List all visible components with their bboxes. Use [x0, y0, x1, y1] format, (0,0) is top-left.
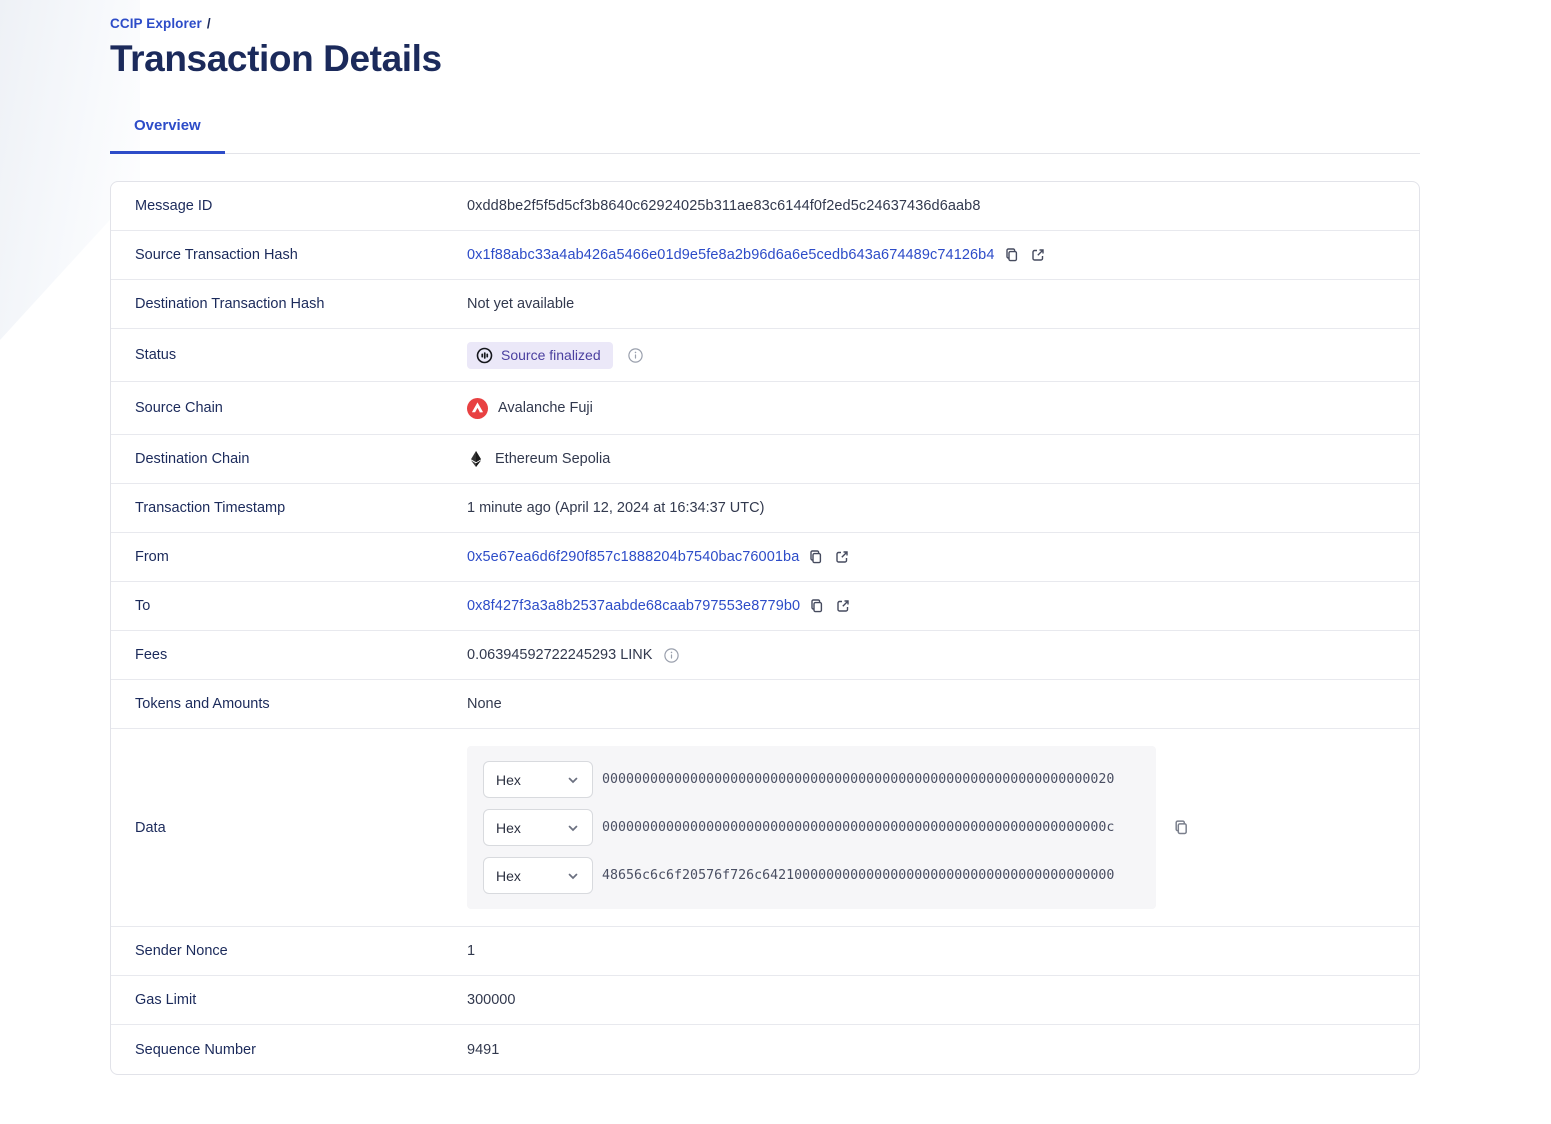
hex-format-select[interactable]: Hex	[483, 857, 593, 894]
sender-nonce-value: 1	[467, 943, 476, 959]
field-label: Sequence Number	[135, 1041, 256, 1058]
source-tx-hash-link[interactable]: 0x1f88abc33a4ab426a5466e01d9e5fe8a2b96d6…	[467, 247, 995, 263]
status-badge-label: Source finalized	[501, 347, 601, 363]
row-tokens-and-amounts: Tokens and Amounts None	[111, 680, 1419, 729]
field-label: Tokens and Amounts	[135, 696, 270, 712]
hex-format-select[interactable]: Hex	[483, 761, 593, 798]
from-address-link[interactable]: 0x5e67ea6d6f290f857c1888204b7540bac76001…	[467, 549, 800, 565]
row-source-tx-hash: Source Transaction Hash 0x1f88abc33a4ab4…	[111, 231, 1419, 280]
hex-data-value: 0000000000000000000000000000000000000000…	[602, 772, 1115, 787]
external-link-icon[interactable]	[833, 548, 851, 566]
row-transaction-timestamp: Transaction Timestamp 1 minute ago (Apri…	[111, 484, 1419, 533]
hex-format-label: Hex	[496, 819, 521, 836]
tab-overview[interactable]: Overview	[110, 117, 225, 154]
row-gas-limit: Gas Limit 300000	[111, 976, 1419, 1025]
field-label: From	[135, 549, 169, 565]
sequence-number-value: 9491	[467, 1041, 500, 1058]
destination-tx-hash-value: Not yet available	[467, 296, 575, 312]
hex-format-select[interactable]: Hex	[483, 809, 593, 846]
hex-data-value: 48656c6c6f20576f726c64210000000000000000…	[602, 868, 1115, 883]
copy-icon[interactable]	[1172, 819, 1190, 837]
hex-data-value: 0000000000000000000000000000000000000000…	[602, 820, 1115, 835]
field-label: Transaction Timestamp	[135, 500, 286, 516]
data-hex-row: Hex 48656c6c6f20576f726c6421000000000000…	[483, 857, 1140, 894]
row-from: From 0x5e67ea6d6f290f857c1888204b7540bac…	[111, 533, 1419, 582]
info-icon[interactable]	[627, 346, 645, 364]
row-status: Status Source finalized	[111, 329, 1419, 382]
field-label: Source Transaction Hash	[135, 247, 298, 263]
page-container: CCIP Explorer / Transaction Details Overv…	[110, 0, 1420, 1075]
page-title: Transaction Details	[110, 38, 442, 79]
row-message-id: Message ID 0xdd8be2f5f5d5cf3b8640c629240…	[111, 182, 1419, 231]
destination-chain-name: Ethereum Sepolia	[495, 451, 611, 467]
row-data: Data Hex 0000000000000000000000000000000…	[111, 729, 1419, 927]
ethereum-logo	[467, 450, 485, 468]
external-link-icon[interactable]	[1029, 246, 1047, 264]
copy-icon[interactable]	[808, 597, 826, 615]
gas-limit-value: 300000	[467, 992, 516, 1008]
row-to: To 0x8f427f3a3a8b2537aabde68caab797553e8…	[111, 582, 1419, 631]
hex-format-label: Hex	[496, 771, 521, 788]
field-label: Fees	[135, 647, 168, 663]
breadcrumb-separator: /	[206, 16, 211, 31]
field-label: To	[135, 598, 151, 614]
transaction-timestamp-value: 1 minute ago (April 12, 2024 at 16:34:37…	[467, 500, 765, 516]
chevron-down-icon	[566, 869, 580, 883]
field-label: Gas Limit	[135, 992, 197, 1008]
tab-bar: Overview	[110, 117, 1420, 154]
fees-value: 0.06394592722245293 LINK	[467, 647, 653, 663]
pause-circle-icon	[476, 347, 493, 364]
row-destination-tx-hash: Destination Transaction Hash Not yet ava…	[111, 280, 1419, 329]
copy-icon[interactable]	[1003, 246, 1021, 264]
field-label: Message ID	[135, 198, 213, 214]
breadcrumb-link-ccip-explorer[interactable]: CCIP Explorer	[110, 16, 202, 31]
chevron-down-icon	[566, 773, 580, 787]
source-chain-name: Avalanche Fuji	[498, 400, 593, 416]
data-hex-panel: Hex 000000000000000000000000000000000000…	[467, 746, 1156, 909]
message-id-value: 0xdd8be2f5f5d5cf3b8640c62924025b311ae83c…	[467, 198, 981, 214]
avalanche-logo	[467, 397, 488, 419]
info-icon[interactable]	[662, 646, 680, 664]
status-badge: Source finalized	[467, 341, 613, 369]
field-label: Source Chain	[135, 400, 223, 416]
copy-icon[interactable]	[807, 548, 825, 566]
transaction-details-card: Message ID 0xdd8be2f5f5d5cf3b8640c629240…	[110, 181, 1420, 1075]
field-label: Status	[135, 347, 177, 363]
external-link-icon[interactable]	[834, 597, 852, 615]
field-label: Destination Chain	[135, 451, 250, 467]
data-hex-row: Hex 000000000000000000000000000000000000…	[483, 761, 1140, 798]
to-address-link[interactable]: 0x8f427f3a3a8b2537aabde68caab797553e8779…	[467, 598, 801, 614]
breadcrumb: CCIP Explorer /	[110, 16, 1420, 31]
row-sender-nonce: Sender Nonce 1	[111, 927, 1419, 976]
hex-format-label: Hex	[496, 867, 521, 884]
row-source-chain: Source Chain Avalanche Fuji	[111, 382, 1419, 435]
field-label: Destination Transaction Hash	[135, 296, 325, 312]
row-sequence-number: Sequence Number 9491	[111, 1025, 1419, 1074]
data-hex-row: Hex 000000000000000000000000000000000000…	[483, 809, 1140, 846]
chevron-down-icon	[566, 821, 580, 835]
row-fees: Fees 0.06394592722245293 LINK	[111, 631, 1419, 680]
tokens-and-amounts-value: None	[467, 696, 502, 712]
row-destination-chain: Destination Chain Ethereum Sepolia	[111, 435, 1419, 484]
field-label: Sender Nonce	[135, 943, 228, 959]
field-label: Data	[135, 819, 166, 836]
